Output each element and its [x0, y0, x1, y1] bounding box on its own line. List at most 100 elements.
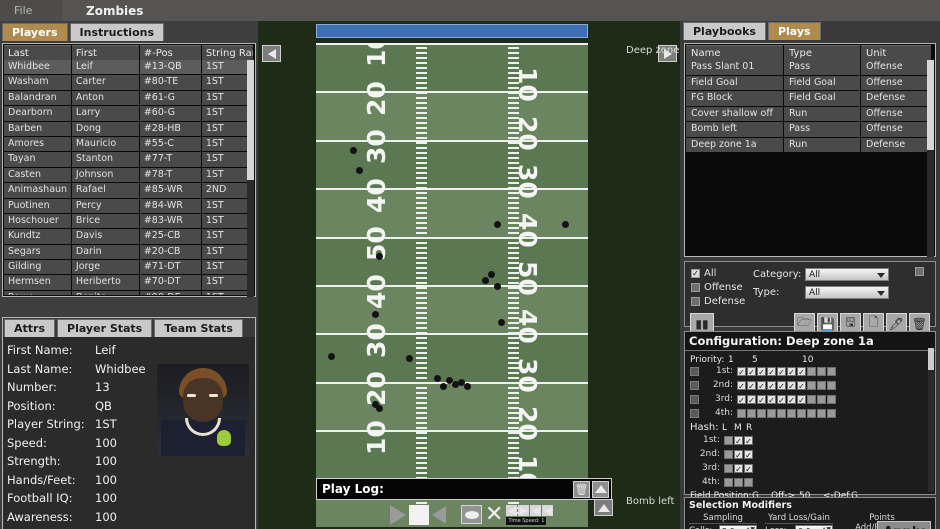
checkbox[interactable]	[797, 380, 806, 390]
field-player-marker[interactable]	[562, 221, 569, 228]
step-back-button[interactable]	[432, 505, 446, 524]
delete-icon[interactable]: 🗑	[909, 313, 930, 334]
table-row[interactable]: Barben Dong #28-HB 1ST	[4, 121, 254, 136]
speed-max-icon[interactable]: ◀	[542, 503, 554, 517]
tab-instructions[interactable]: Instructions	[69, 23, 165, 41]
mirror-play-button[interactable]: ▮▮	[690, 313, 714, 334]
checkbox[interactable]	[757, 366, 766, 376]
play-button[interactable]	[390, 504, 406, 525]
speed-control[interactable]: ◀ ▶ ◀ ◀ Time Speed: 1	[506, 503, 554, 525]
menu-item-file[interactable]: File	[0, 0, 62, 21]
checkbox[interactable]	[724, 463, 733, 473]
checkbox[interactable]	[797, 366, 806, 376]
extra-option-checkbox[interactable]	[915, 267, 924, 276]
config-row[interactable]: 2nd:	[690, 379, 930, 391]
field-player-marker[interactable]	[372, 311, 379, 318]
speed-play-icon[interactable]: ▶	[518, 503, 530, 517]
table-row[interactable]: Segars Darin #20-CB 1ST	[4, 244, 254, 260]
field-player-marker[interactable]	[458, 379, 465, 386]
close-button[interactable]: ✕	[485, 503, 503, 526]
checkbox[interactable]	[744, 449, 753, 459]
apply-button[interactable]: Apply	[877, 521, 931, 529]
checkbox[interactable]	[827, 408, 836, 418]
checkbox[interactable]	[817, 380, 826, 390]
checkbox[interactable]	[827, 366, 836, 376]
field-player-marker[interactable]	[328, 353, 335, 360]
table-row[interactable]: Amores Mauricio #55-C 1ST	[4, 136, 254, 152]
checkbox[interactable]	[777, 394, 786, 404]
table-row[interactable]: Puotinen Percy #84-WR 1ST	[4, 198, 254, 213]
row-toggle[interactable]	[690, 380, 699, 390]
tab-playbooks[interactable]: Playbooks	[683, 22, 766, 40]
field-player-marker[interactable]	[372, 401, 379, 408]
tab-player-stats[interactable]: Player Stats	[57, 319, 153, 337]
checkbox[interactable]	[807, 408, 816, 418]
checkbox[interactable]	[691, 282, 700, 292]
field-horizontal-scrollbar[interactable]	[316, 24, 588, 38]
tab-team-stats[interactable]: Team Stats	[154, 319, 243, 337]
checkbox[interactable]	[747, 408, 756, 418]
field-player-marker[interactable]	[350, 147, 357, 154]
field-player-marker[interactable]	[494, 221, 501, 228]
table-row[interactable]: Pass Slant 01 Pass Offense	[686, 60, 934, 75]
filter-checkbox-row[interactable]: Offense	[691, 281, 753, 293]
tab-plays[interactable]: Plays	[767, 22, 821, 40]
row-toggle[interactable]	[690, 366, 699, 376]
field-player-marker[interactable]	[376, 405, 383, 412]
checkbox[interactable]	[691, 296, 700, 306]
checkbox[interactable]	[767, 366, 776, 376]
config-row[interactable]: 3rd:	[690, 393, 930, 405]
checkbox[interactable]	[737, 394, 746, 404]
field-player-marker[interactable]	[464, 383, 471, 390]
field-player-marker[interactable]	[498, 319, 505, 326]
column-name[interactable]: Name	[686, 45, 783, 60]
checkbox[interactable]	[787, 366, 796, 376]
field-player-marker[interactable]	[376, 253, 383, 260]
table-row[interactable]: FG Block Field Goal Defense	[686, 91, 934, 106]
spinner-arrows[interactable]: ▲▼	[822, 527, 831, 529]
table-row[interactable]: Washam Carter #80-TE 1ST	[4, 75, 254, 90]
plays-scrollbar[interactable]	[927, 60, 934, 257]
field-player-marker[interactable]	[494, 283, 501, 290]
checkbox[interactable]	[737, 408, 746, 418]
row-toggle[interactable]	[690, 408, 699, 418]
filter-checkbox-row[interactable]: Defense	[691, 295, 753, 307]
table-row[interactable]: Balandran Anton #61-G 1ST	[4, 90, 254, 106]
table-row[interactable]: Bomb left Pass Offense	[686, 122, 934, 137]
players-scrollbar-thumb[interactable]	[247, 60, 254, 180]
checkbox[interactable]	[734, 463, 743, 473]
checkbox[interactable]	[724, 449, 733, 459]
table-row[interactable]: Gilding Jorge #71-DT 1ST	[4, 260, 254, 275]
column-num-pos[interactable]: #-Pos	[139, 45, 201, 60]
players-scrollbar[interactable]	[247, 60, 254, 297]
field-player-marker[interactable]	[452, 381, 459, 388]
checkbox[interactable]	[767, 408, 776, 418]
field-player-marker[interactable]	[406, 355, 413, 362]
table-row[interactable]: Tayan Stanton #77-T 1ST	[4, 152, 254, 167]
checkbox[interactable]	[724, 435, 733, 445]
checkbox[interactable]	[744, 435, 753, 445]
spinner-input[interactable]: 0.0▲▼	[795, 525, 833, 529]
column-last[interactable]: Last	[4, 45, 71, 60]
checkbox[interactable]	[767, 380, 776, 390]
spinner-arrows[interactable]: ▲▼	[746, 527, 755, 529]
table-row[interactable]: Hoschouer Brice #83-WR 1ST	[4, 213, 254, 229]
modifier-field[interactable]: Loss:0.0▲▼	[765, 525, 833, 529]
save-icon[interactable]: 💾	[817, 313, 838, 334]
checkbox[interactable]	[777, 366, 786, 376]
checkbox[interactable]	[737, 380, 746, 390]
config-scrollbar-thumb[interactable]	[928, 348, 934, 370]
checkbox[interactable]	[734, 449, 743, 459]
table-row[interactable]: Whidbee Leif #13-QB 1ST	[4, 60, 254, 75]
table-row[interactable]: Hermsen Heriberto #70-DT 1ST	[4, 275, 254, 290]
collapse-right-button[interactable]	[658, 45, 677, 62]
field-player-marker[interactable]	[488, 271, 495, 278]
players-table[interactable]: Last First #-Pos String Rank WhidbeeLeif…	[2, 43, 256, 297]
collapse-left-button[interactable]	[262, 45, 281, 62]
table-row[interactable]: Deep zone 1a Run Defense	[686, 137, 934, 152]
checkbox[interactable]	[757, 408, 766, 418]
row-toggle[interactable]	[690, 394, 699, 404]
checkbox[interactable]	[747, 394, 756, 404]
trash-icon[interactable]: 🗑	[573, 480, 590, 498]
field-player-marker[interactable]	[356, 167, 363, 174]
